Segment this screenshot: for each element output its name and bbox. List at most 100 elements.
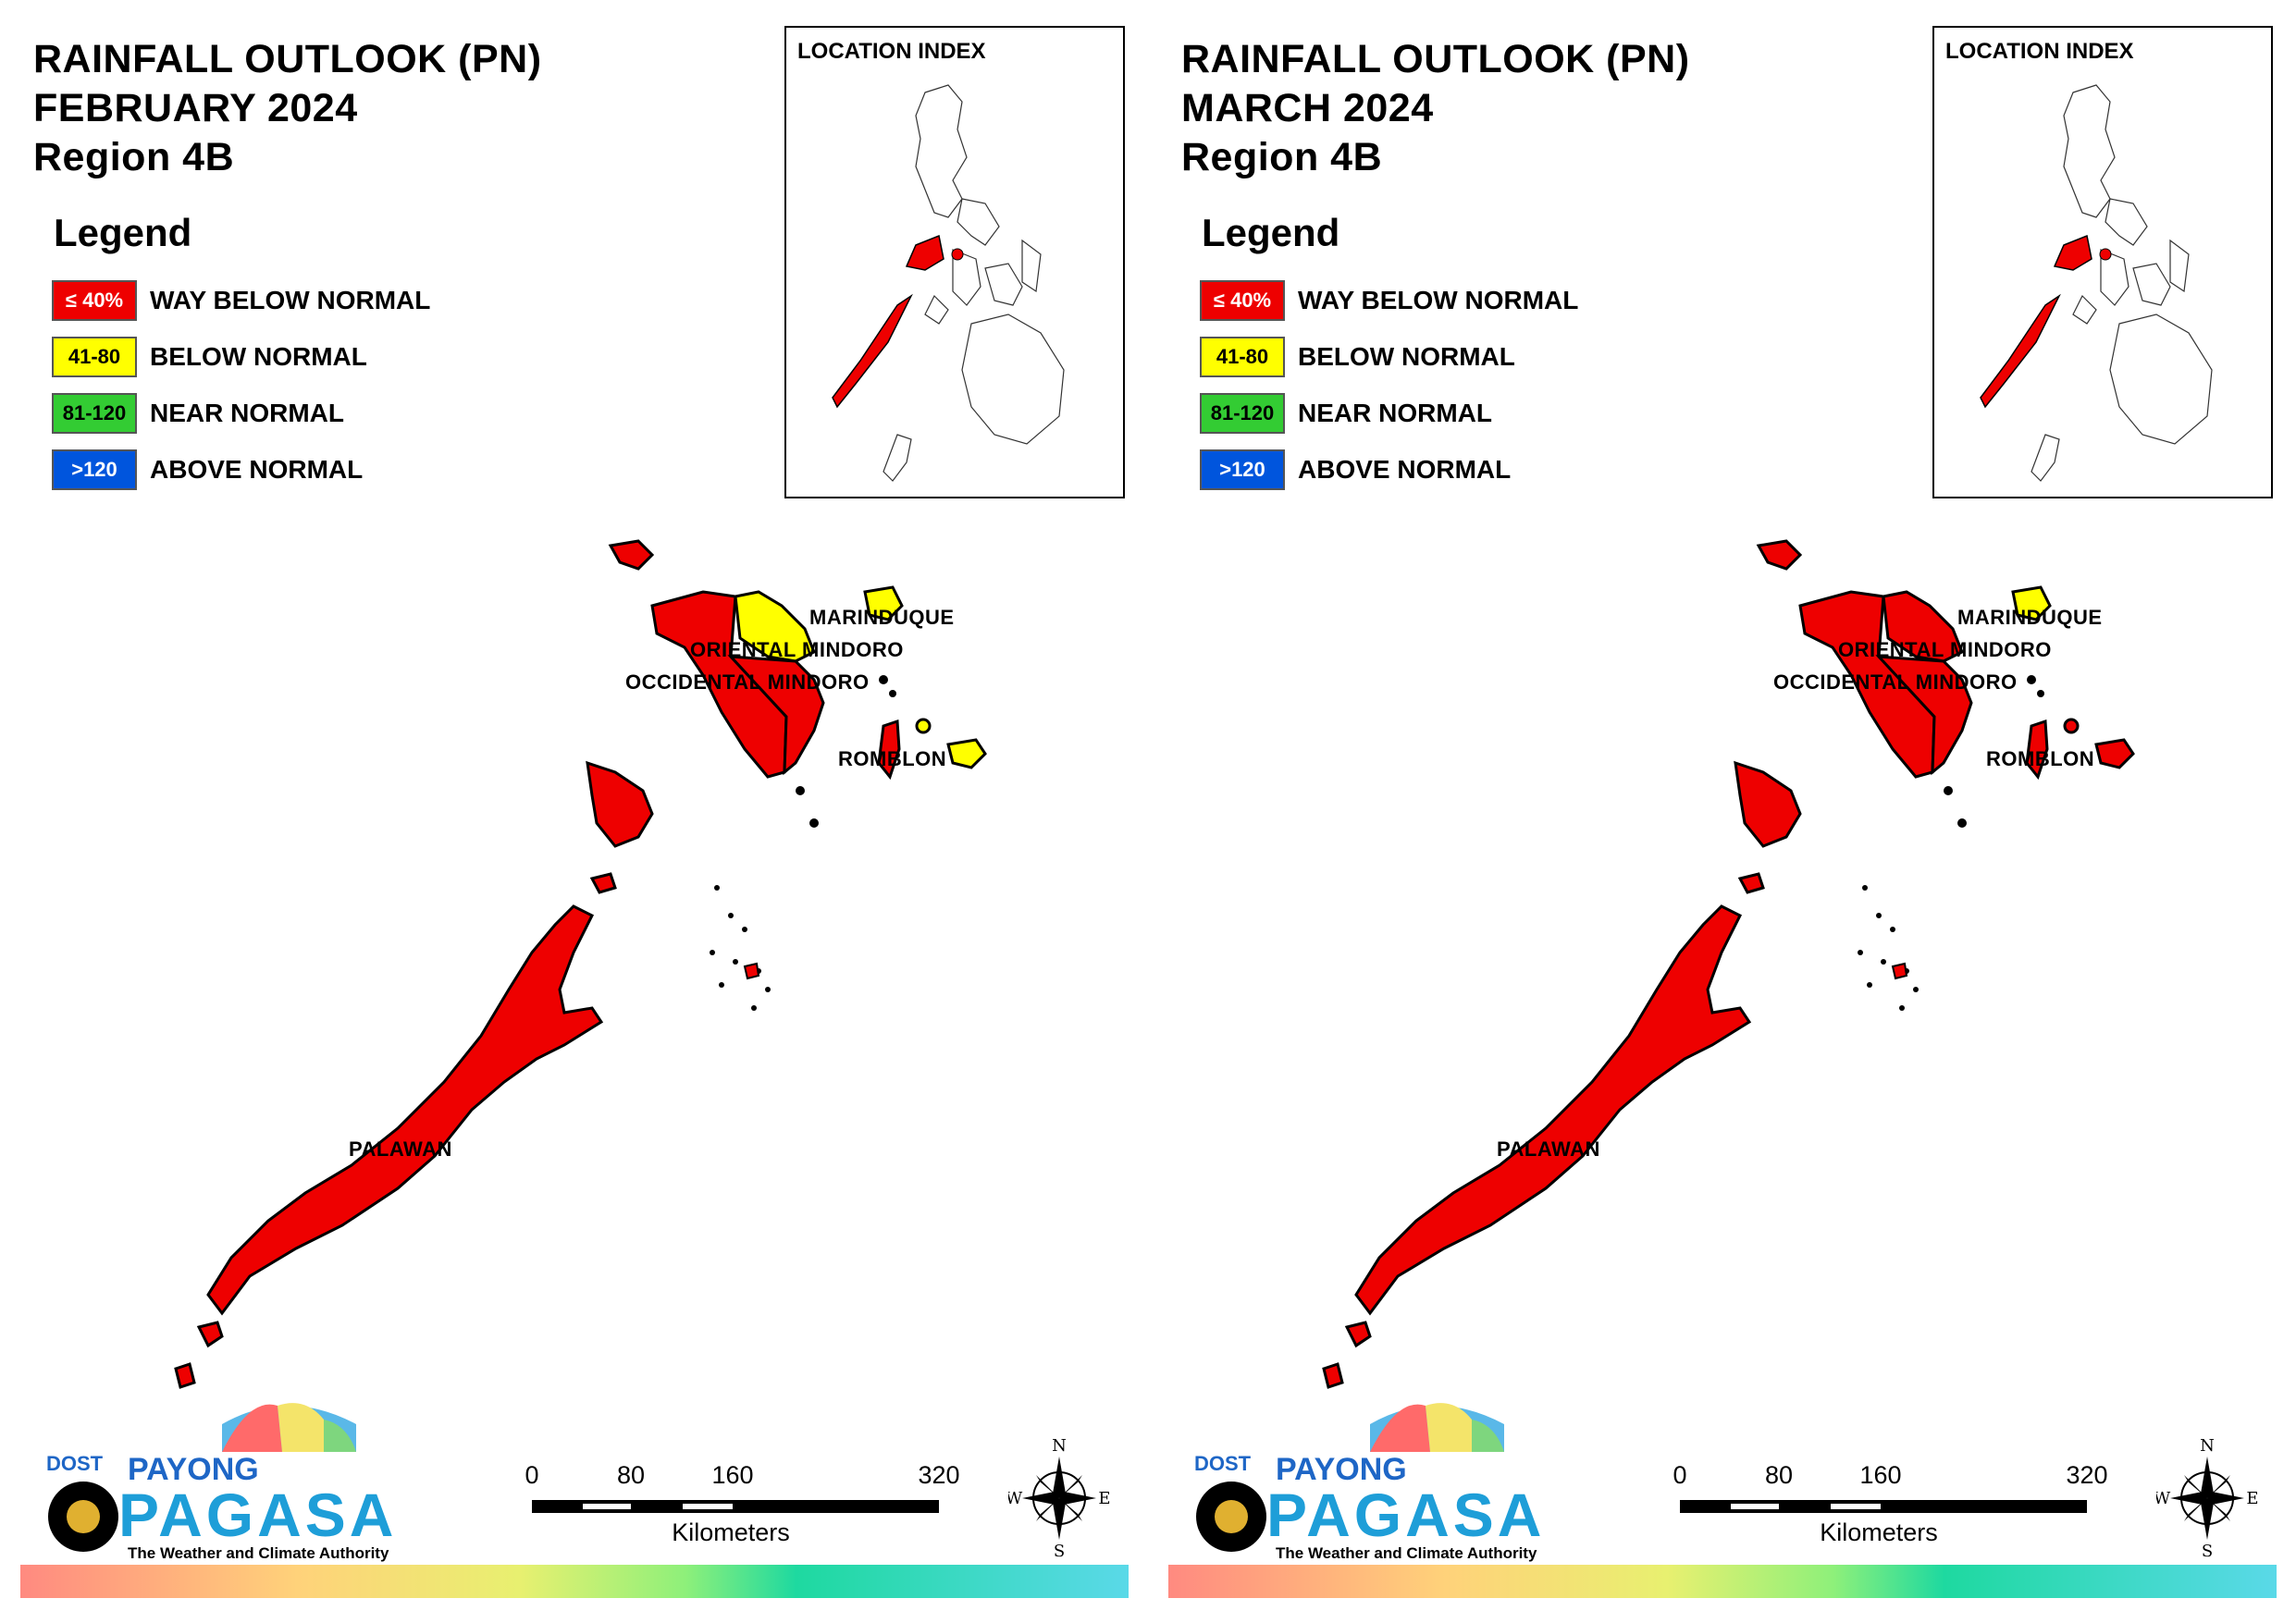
region-4b-map (174, 539, 987, 1389)
compass-rose-icon: N S E W (2154, 1436, 2259, 1561)
compass-w: W (2156, 1489, 2171, 1508)
cuyo-islands (710, 885, 771, 1011)
legend-row-below: 41-80 BELOW NORMAL (1200, 328, 1578, 385)
compass-e: E (2246, 1489, 2258, 1508)
legend-label: ABOVE NORMAL (150, 454, 364, 484)
map-title: RAINFALL OUTLOOK (PN) MARCH 2024 Region … (1181, 35, 1690, 182)
legend-label: NEAR NORMAL (150, 398, 344, 427)
logo-dost: DOST (1194, 1452, 1252, 1475)
compass-rose-icon: N S E W (1006, 1436, 1111, 1561)
marinduque-shape (863, 585, 904, 621)
legend-label: BELOW NORMAL (1298, 341, 1515, 371)
legend-label: WAY BELOW NORMAL (1298, 285, 1579, 314)
location-index-inset: LOCATION INDEX (1932, 26, 2273, 498)
balabac-island (174, 1362, 196, 1389)
scale-units: Kilometers (672, 1518, 790, 1546)
lubang-island (1756, 539, 1803, 571)
title-line-2: FEBRUARY 2024 (33, 86, 358, 130)
title-line-1: RAINFALL OUTLOOK (PN) (1181, 37, 1690, 81)
compass-s: S (2202, 1542, 2213, 1558)
balabac-island (1344, 1321, 1372, 1348)
title-line-3: Region 4B (1181, 135, 1383, 179)
title-line-3: Region 4B (33, 135, 235, 179)
legend-row-below: 41-80 BELOW NORMAL (52, 328, 430, 385)
label-marinduque: MARINDUQUE (809, 606, 955, 629)
label-oriental-mindoro: ORIENTAL MINDORO (1838, 638, 2052, 661)
scale-tick: 80 (1764, 1461, 1794, 1489)
title-line-2: MARCH 2024 (1181, 86, 1434, 130)
legend-swatch: >120 (52, 449, 137, 490)
legend-swatch: 41-80 (1200, 336, 1285, 377)
oriental-mindoro-north (734, 590, 816, 663)
pagasa-logo: DOST PAYONG PAGASA The Weather and Clima… (28, 1387, 398, 1563)
legend-label: NEAR NORMAL (1298, 398, 1492, 427)
romblon-tablas (877, 719, 901, 781)
logo-tagline: The Weather and Climate Authority (128, 1544, 389, 1562)
scale-tick: 320 (918, 1461, 960, 1489)
palawan-shape (1354, 904, 1752, 1316)
logo-payong: PAYONG (1276, 1452, 1407, 1487)
marinduque-shape (2011, 585, 2052, 621)
compass-w: W (1008, 1489, 1023, 1508)
legend-swatch: 81-120 (1200, 392, 1285, 434)
logo-tagline: The Weather and Climate Authority (1276, 1544, 1537, 1562)
compass-n: N (1052, 1438, 1067, 1456)
scale-bar: 0 80 160 320 Kilometers (518, 1461, 959, 1546)
scale-tick: 80 (616, 1461, 646, 1489)
legend-row-way-below: ≤ 40% WAY BELOW NORMAL (52, 272, 430, 328)
title-line-1: RAINFALL OUTLOOK (PN) (33, 37, 542, 81)
footer-gradient-bar (20, 1565, 1129, 1598)
romblon-sibuyan (946, 738, 987, 769)
footer-gradient-bar (1168, 1565, 2277, 1598)
logo-payong: PAYONG (128, 1452, 259, 1487)
palawan-northeast-islets (589, 872, 617, 894)
scale-bar: 0 80 160 320 Kilometers (1666, 1461, 2107, 1546)
oriental-mindoro-south (1875, 655, 1973, 776)
location-index-title: LOCATION INDEX (1945, 39, 2134, 64)
panel-march: RAINFALL OUTLOOK (PN) MARCH 2024 Region … (1148, 0, 2296, 1623)
location-index-inset: LOCATION INDEX (784, 26, 1125, 498)
label-palawan: PALAWAN (1497, 1137, 1600, 1161)
philippines-index-map (832, 84, 1065, 482)
logo-pagasa: PAGASA (1266, 1481, 1546, 1549)
legend: Legend ≤ 40% WAY BELOW NORMAL 41-80 BELO… (52, 211, 430, 498)
location-index-title: LOCATION INDEX (797, 39, 986, 64)
legend-row-way-below: ≤ 40% WAY BELOW NORMAL (1200, 272, 1578, 328)
legend-swatch: ≤ 40% (52, 279, 137, 321)
compass-s: S (1054, 1542, 1065, 1558)
palawan-shape (206, 904, 604, 1316)
island (1944, 786, 1953, 795)
oriental-mindoro-south (727, 655, 825, 776)
palawan-northeast-islets (1737, 872, 1765, 894)
cuyo-main (1891, 962, 1908, 980)
legend-swatch: 41-80 (52, 336, 137, 377)
cuyo-islands (1858, 885, 1919, 1011)
scale-bar-graphic (532, 1500, 939, 1513)
scale-tick: 160 (711, 1461, 754, 1489)
compass-e: E (1098, 1489, 1110, 1508)
calamian-islands (1734, 760, 1802, 848)
calamian-islands (586, 760, 654, 848)
north-arrow: N S E W (1006, 1436, 1111, 1561)
romblon-isle (915, 718, 932, 734)
logo-pagasa: PAGASA (118, 1481, 398, 1549)
legend-heading: Legend (54, 211, 192, 254)
cuyo-main (743, 962, 760, 980)
romblon-tablas (2025, 719, 2049, 781)
island (879, 675, 888, 684)
scale-tick: 160 (1859, 1461, 1902, 1489)
legend-label: ABOVE NORMAL (1298, 454, 1512, 484)
scale-bar-graphic (1680, 1500, 2087, 1513)
region-4b-map (1322, 539, 2135, 1389)
legend-row-near: 81-120 NEAR NORMAL (1200, 385, 1578, 441)
balabac-island (196, 1321, 224, 1348)
legend-label: WAY BELOW NORMAL (150, 285, 431, 314)
legend-swatch: >120 (1200, 449, 1285, 490)
island (889, 690, 896, 697)
scale-tick: 0 (525, 1461, 539, 1489)
legend-row-above: >120 ABOVE NORMAL (52, 441, 430, 498)
label-romblon: ROMBLON (1986, 747, 2095, 770)
island (809, 818, 819, 828)
label-oriental-mindoro: ORIENTAL MINDORO (690, 638, 904, 661)
legend-swatch: 81-120 (52, 392, 137, 434)
